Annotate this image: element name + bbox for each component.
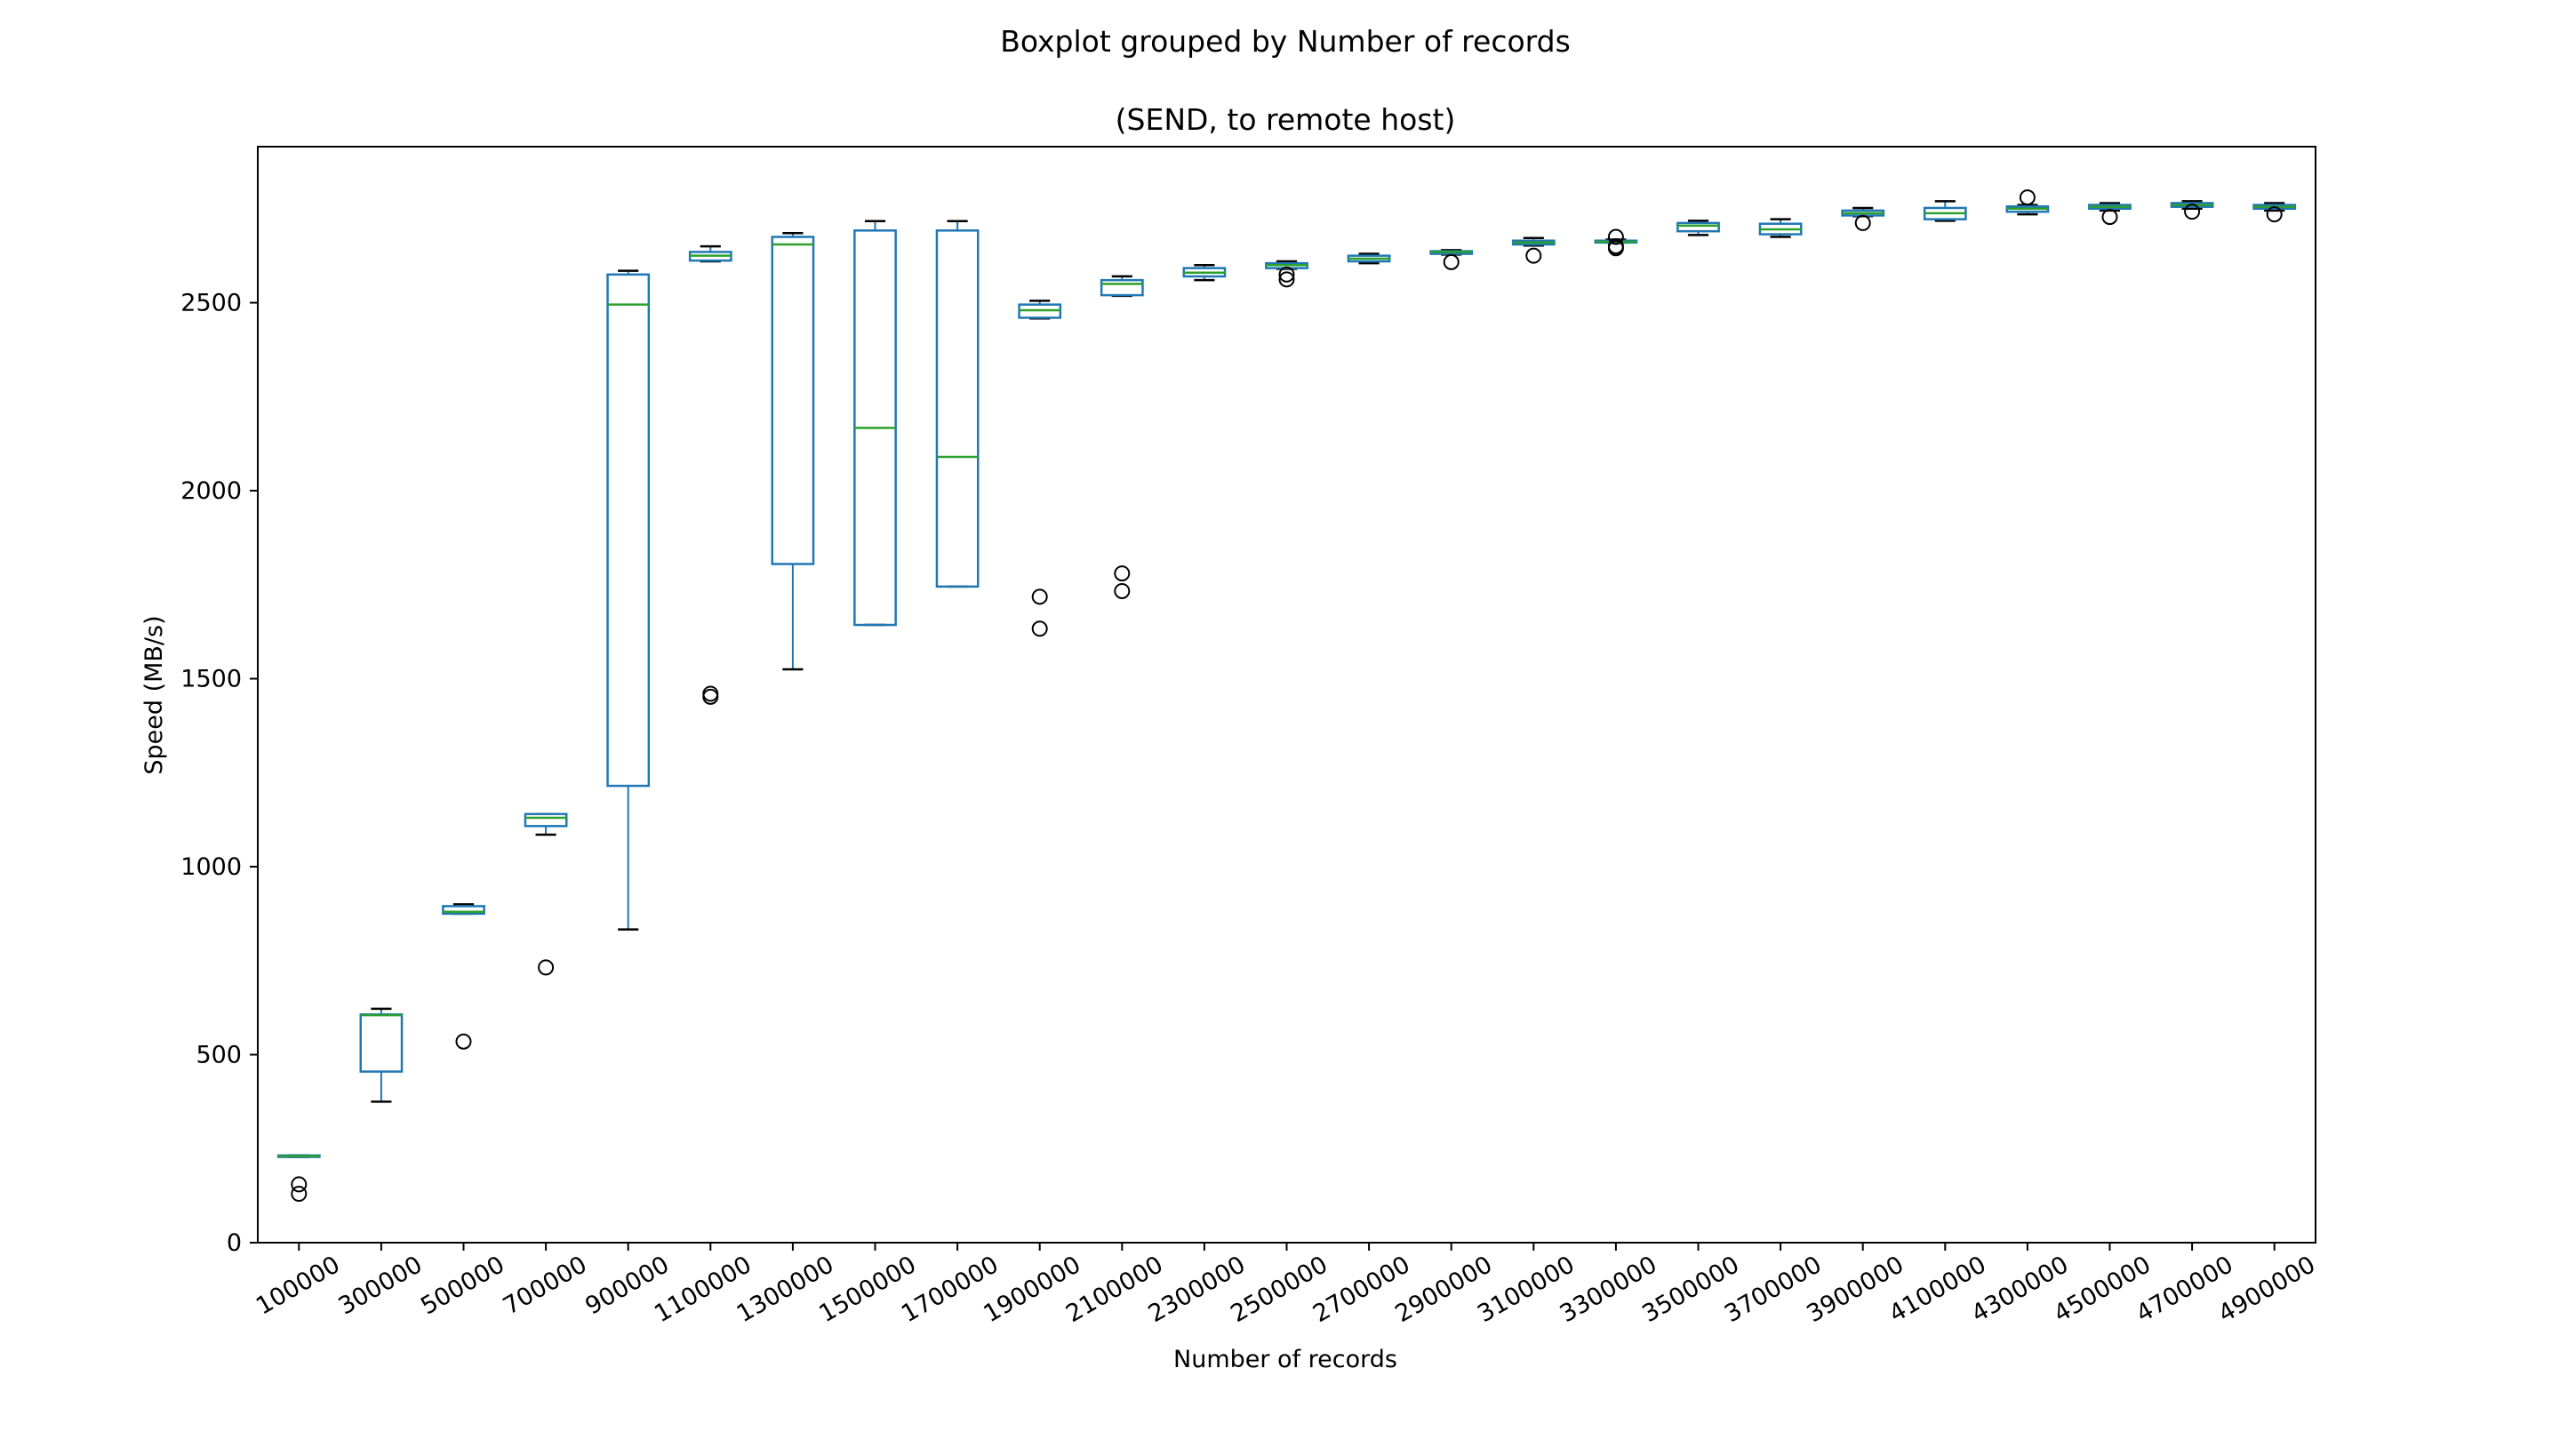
x-tick-label: 300000 bbox=[334, 1251, 428, 1320]
x-tick-label: 700000 bbox=[499, 1251, 592, 1320]
box-group-4300000 bbox=[2005, 189, 2050, 216]
box-group-1700000 bbox=[935, 220, 980, 588]
box-group-1900000 bbox=[1018, 300, 1062, 637]
box-group-2300000 bbox=[1182, 263, 1227, 282]
x-axis: 1000003000005000007000009000001100000130… bbox=[252, 1243, 2320, 1328]
box bbox=[524, 812, 568, 828]
outlier-point bbox=[1278, 271, 1295, 288]
outlier-point bbox=[1278, 266, 1295, 283]
outlier-point bbox=[1031, 588, 1048, 605]
box-group-2900000 bbox=[1429, 249, 1474, 270]
outlier-point bbox=[291, 1176, 308, 1193]
box-group-3300000 bbox=[1594, 228, 1638, 257]
outlier-point bbox=[1607, 228, 1624, 245]
box-group-500000 bbox=[442, 903, 485, 1050]
box bbox=[1100, 278, 1144, 297]
outlier-point bbox=[2101, 209, 2118, 226]
box-group-3900000 bbox=[1841, 206, 1885, 231]
box-group-1100000 bbox=[688, 244, 732, 705]
chart-title: Boxplot grouped by Number of records bbox=[1000, 24, 1571, 59]
y-tick-label: 1500 bbox=[180, 666, 242, 693]
outlier-point bbox=[455, 1033, 472, 1050]
box bbox=[1676, 221, 1720, 233]
box-group-700000 bbox=[524, 812, 568, 976]
box bbox=[771, 236, 815, 565]
y-tick-label: 0 bbox=[227, 1229, 242, 1257]
box-group-2700000 bbox=[1347, 252, 1391, 265]
box bbox=[442, 905, 485, 916]
box-group-4900000 bbox=[2252, 202, 2297, 223]
box bbox=[359, 1012, 404, 1073]
outlier-point bbox=[1607, 238, 1624, 255]
box bbox=[935, 229, 980, 588]
outlier-point bbox=[2184, 204, 2201, 220]
plot-frame bbox=[257, 146, 2316, 1244]
outlier-point bbox=[1443, 253, 1460, 270]
box-group-900000 bbox=[606, 269, 651, 931]
y-axis: 0 500 1000 1500 2000 2500 bbox=[180, 290, 258, 1257]
outlier-point bbox=[1114, 582, 1131, 599]
box-group-1300000 bbox=[771, 232, 815, 671]
box-group-4100000 bbox=[1923, 200, 1967, 222]
box-group-300000 bbox=[359, 1007, 404, 1103]
box-group-3100000 bbox=[1511, 236, 1556, 264]
y-axis-label: Speed (MB/s) bbox=[140, 615, 168, 774]
box-group-1500000 bbox=[853, 220, 897, 627]
x-axis-label: Number of records bbox=[1173, 1346, 1397, 1373]
box-group-2100000 bbox=[1100, 275, 1144, 599]
box-group-3500000 bbox=[1676, 220, 1720, 236]
y-tick-label: 2000 bbox=[180, 477, 242, 505]
x-tick-label: 500000 bbox=[416, 1251, 509, 1320]
plot-area bbox=[276, 189, 2297, 1203]
y-tick-label: 2500 bbox=[180, 290, 242, 317]
chart-subtitle: (SEND, to remote host) bbox=[1116, 102, 1456, 137]
outlier-point bbox=[291, 1186, 308, 1203]
x-tick-label: 100000 bbox=[252, 1251, 345, 1320]
outlier-point bbox=[702, 685, 719, 702]
y-tick-label: 1000 bbox=[180, 853, 242, 881]
box-group-4500000 bbox=[2088, 202, 2132, 226]
outlier-point bbox=[1031, 620, 1048, 637]
outlier-point bbox=[2019, 189, 2036, 206]
box-group-4700000 bbox=[2170, 200, 2214, 220]
outlier-point bbox=[1525, 247, 1542, 264]
outlier-point bbox=[538, 959, 555, 976]
y-tick-label: 500 bbox=[196, 1042, 242, 1069]
outlier-point bbox=[2266, 206, 2283, 223]
outlier-point bbox=[1854, 214, 1871, 231]
box-group-2500000 bbox=[1265, 260, 1308, 288]
box bbox=[606, 273, 651, 788]
box-group-100000 bbox=[276, 1154, 321, 1203]
box-group-3700000 bbox=[1758, 218, 1803, 238]
outlier-point bbox=[1114, 565, 1131, 582]
